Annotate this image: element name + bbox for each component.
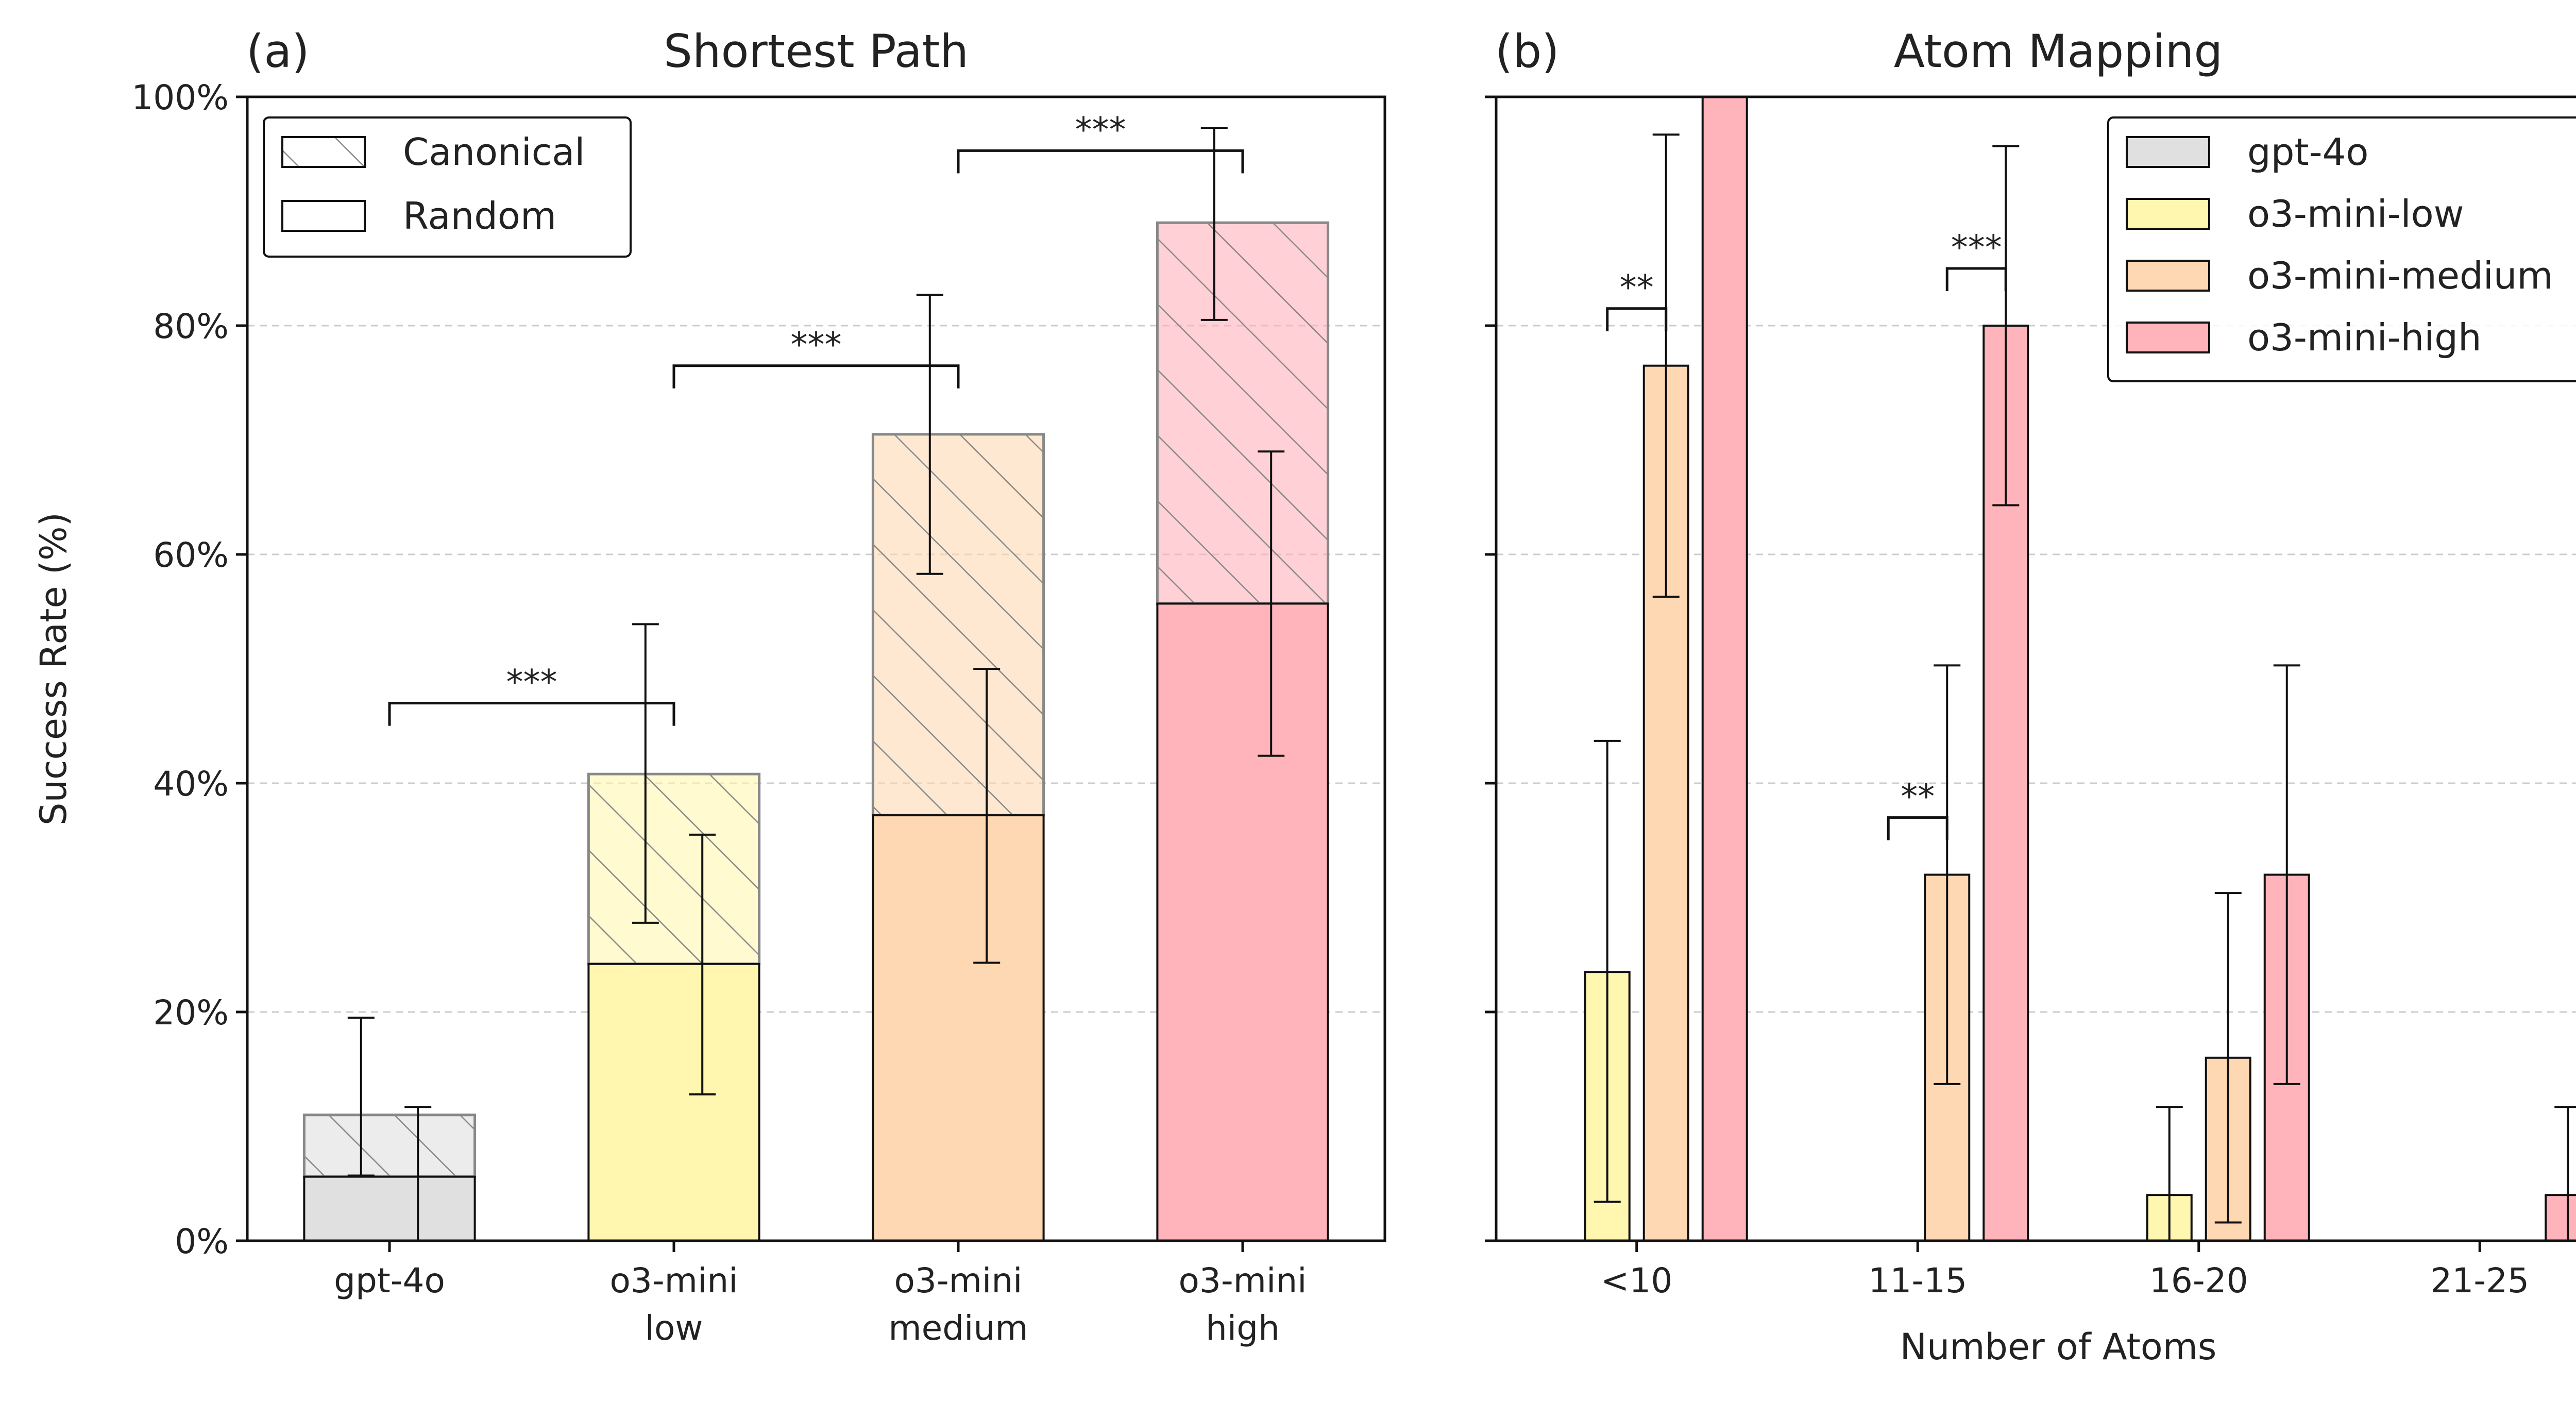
panel-tag: (b) bbox=[1495, 25, 1560, 78]
plot-frame bbox=[246, 95, 1386, 1242]
legend-label: Canonical bbox=[403, 130, 585, 174]
significance-label: *** bbox=[1075, 110, 1126, 149]
significance-label: *** bbox=[791, 325, 842, 365]
plot-frame bbox=[1495, 95, 2576, 1242]
x-tick-label: 21-25 bbox=[2430, 1261, 2529, 1301]
y-tick-label: 80% bbox=[153, 307, 229, 346]
bar-random bbox=[1156, 602, 1329, 1242]
significance-bracket bbox=[1606, 307, 1668, 331]
x-tick-label: o3-mini bbox=[1179, 1261, 1307, 1301]
significance-bracket bbox=[1945, 267, 2007, 291]
y-tick-label: 100% bbox=[131, 78, 229, 117]
x-tick-label: gpt-4o bbox=[334, 1261, 445, 1301]
legend-swatch-random bbox=[281, 200, 366, 232]
significance-label: ** bbox=[1620, 268, 1654, 308]
significance-bracket bbox=[1887, 816, 1948, 840]
x-tick-label: 11-15 bbox=[1868, 1261, 1967, 1301]
y-axis-title: Success Rate (%) bbox=[32, 512, 75, 825]
y-tick-label: 20% bbox=[153, 993, 229, 1033]
y-tick-label: 0% bbox=[175, 1222, 229, 1261]
significance-bracket bbox=[388, 702, 675, 726]
x-tick-label: high bbox=[1206, 1308, 1280, 1348]
significance-label: *** bbox=[506, 663, 557, 702]
panel-title: Atom Mapping bbox=[1894, 25, 2223, 78]
legend-swatch bbox=[2126, 198, 2210, 230]
bar-o3-mini-high bbox=[1701, 96, 1748, 1242]
x-tick-label: o3-mini bbox=[610, 1261, 738, 1301]
legend-label: o3-mini-medium bbox=[2247, 254, 2553, 297]
bar-random bbox=[872, 814, 1045, 1242]
y-tick-label: 40% bbox=[153, 764, 229, 804]
bar-canonical bbox=[587, 772, 761, 966]
legend-label: o3-mini-high bbox=[2247, 316, 2482, 359]
x-tick-label: low bbox=[645, 1308, 703, 1348]
x-tick-label: <10 bbox=[1601, 1261, 1672, 1301]
x-axis-title: Number of Atoms bbox=[1900, 1326, 2217, 1368]
x-tick-label: medium bbox=[888, 1308, 1028, 1348]
bar-canonical bbox=[871, 433, 1045, 817]
significance-label: *** bbox=[1951, 228, 2002, 267]
y-tick-label: 60% bbox=[153, 535, 229, 575]
bar-random bbox=[587, 963, 760, 1242]
legend-swatch bbox=[2126, 136, 2210, 168]
bar-canonical bbox=[1156, 221, 1330, 605]
x-tick-label: 16-20 bbox=[2149, 1261, 2248, 1301]
panel-a-shortest-path: *** *** *** 0% 20% 40% 60% 80% 100% gpt-4o o3-mini… bbox=[32, 25, 1386, 1348]
legend-swatch-canonical bbox=[281, 136, 366, 168]
significance-bracket bbox=[672, 364, 960, 389]
bar-o3-mini-high bbox=[2545, 1194, 2576, 1242]
legend-label: Random bbox=[403, 194, 556, 238]
legend-label: o3-mini-low bbox=[2247, 192, 2464, 235]
bar-random bbox=[303, 1175, 476, 1242]
bar-canonical bbox=[302, 1113, 477, 1178]
significance-bracket bbox=[957, 149, 1244, 174]
panel-title: Shortest Path bbox=[664, 25, 969, 78]
significance-label: ** bbox=[1901, 777, 1935, 817]
legend-label: gpt-4o bbox=[2247, 130, 2368, 174]
panel-tag: (a) bbox=[246, 25, 310, 78]
legend-swatch bbox=[2126, 260, 2210, 292]
legend-box bbox=[2107, 116, 2576, 382]
legend-swatch bbox=[2126, 322, 2210, 353]
x-tick-label: o3-mini bbox=[894, 1261, 1023, 1301]
